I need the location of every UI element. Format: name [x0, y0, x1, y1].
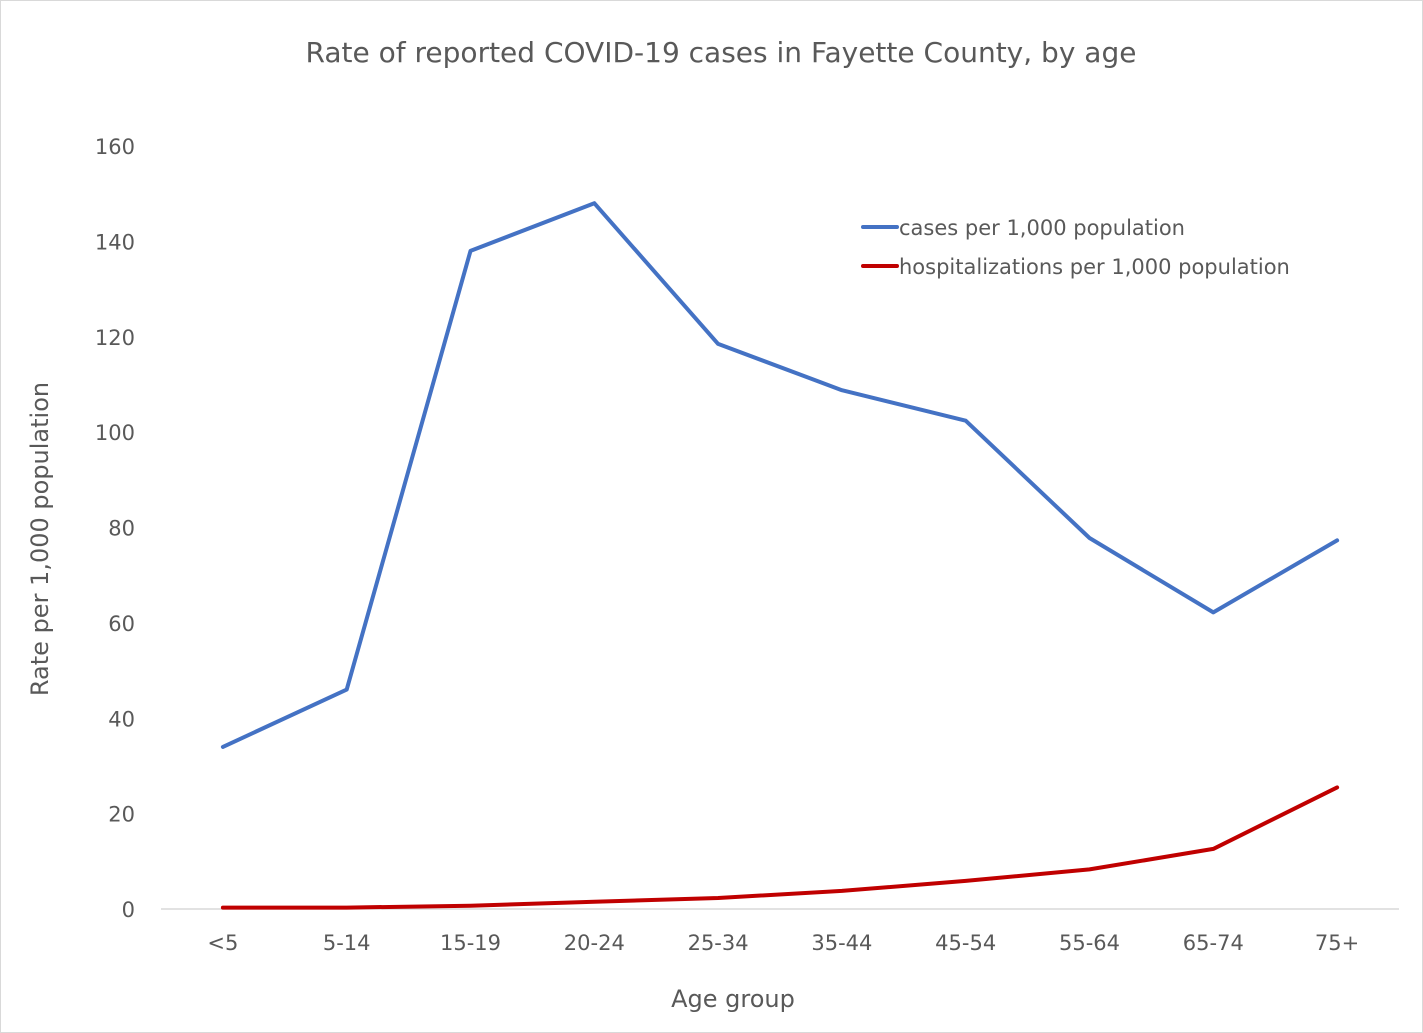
x-tick-label: 5-14 — [323, 931, 371, 955]
y-tick-label: 40 — [108, 707, 135, 731]
y-tick-label: 60 — [108, 612, 135, 636]
y-tick-label: 120 — [95, 326, 135, 350]
x-tick-label: 75+ — [1315, 931, 1359, 955]
y-tick-label: 100 — [95, 421, 135, 445]
y-tick-label: 140 — [95, 230, 135, 254]
legend-label: hospitalizations per 1,000 population — [899, 255, 1290, 279]
chart-title: Rate of reported COVID-19 cases in Fayet… — [306, 36, 1137, 69]
y-tick-label: 0 — [122, 898, 135, 922]
y-tick-label: 160 — [95, 135, 135, 159]
y-tick-label: 80 — [108, 517, 135, 541]
x-tick-label: 65-74 — [1183, 931, 1244, 955]
series-layer — [220, 201, 1340, 910]
legend: cases per 1,000 population hospitalizatio… — [861, 216, 1290, 279]
series-line-hospitalizations — [220, 785, 1340, 910]
x-tick-label: 35-44 — [811, 931, 872, 955]
x-tick-label: 55-64 — [1059, 931, 1120, 955]
series-line-cases — [220, 201, 1340, 749]
x-axis-ticks: <5 5-14 15-19 20-24 25-34 35-44 45-54 55-64 65-7… — [207, 931, 1359, 955]
x-tick-label: 25-34 — [688, 931, 749, 955]
x-tick-label: <5 — [207, 931, 238, 955]
legend-label: cases per 1,000 population — [899, 216, 1185, 240]
x-tick-label: 15-19 — [440, 931, 501, 955]
y-axis-ticks: 0 20 40 60 80 100 120 140 160 — [95, 135, 135, 922]
x-tick-label: 45-54 — [935, 931, 996, 955]
y-tick-label: 20 — [108, 803, 135, 827]
x-tick-label: 20-24 — [564, 931, 625, 955]
x-axis-title: Age group — [671, 985, 795, 1013]
y-axis-title: Rate per 1,000 population — [26, 382, 54, 696]
